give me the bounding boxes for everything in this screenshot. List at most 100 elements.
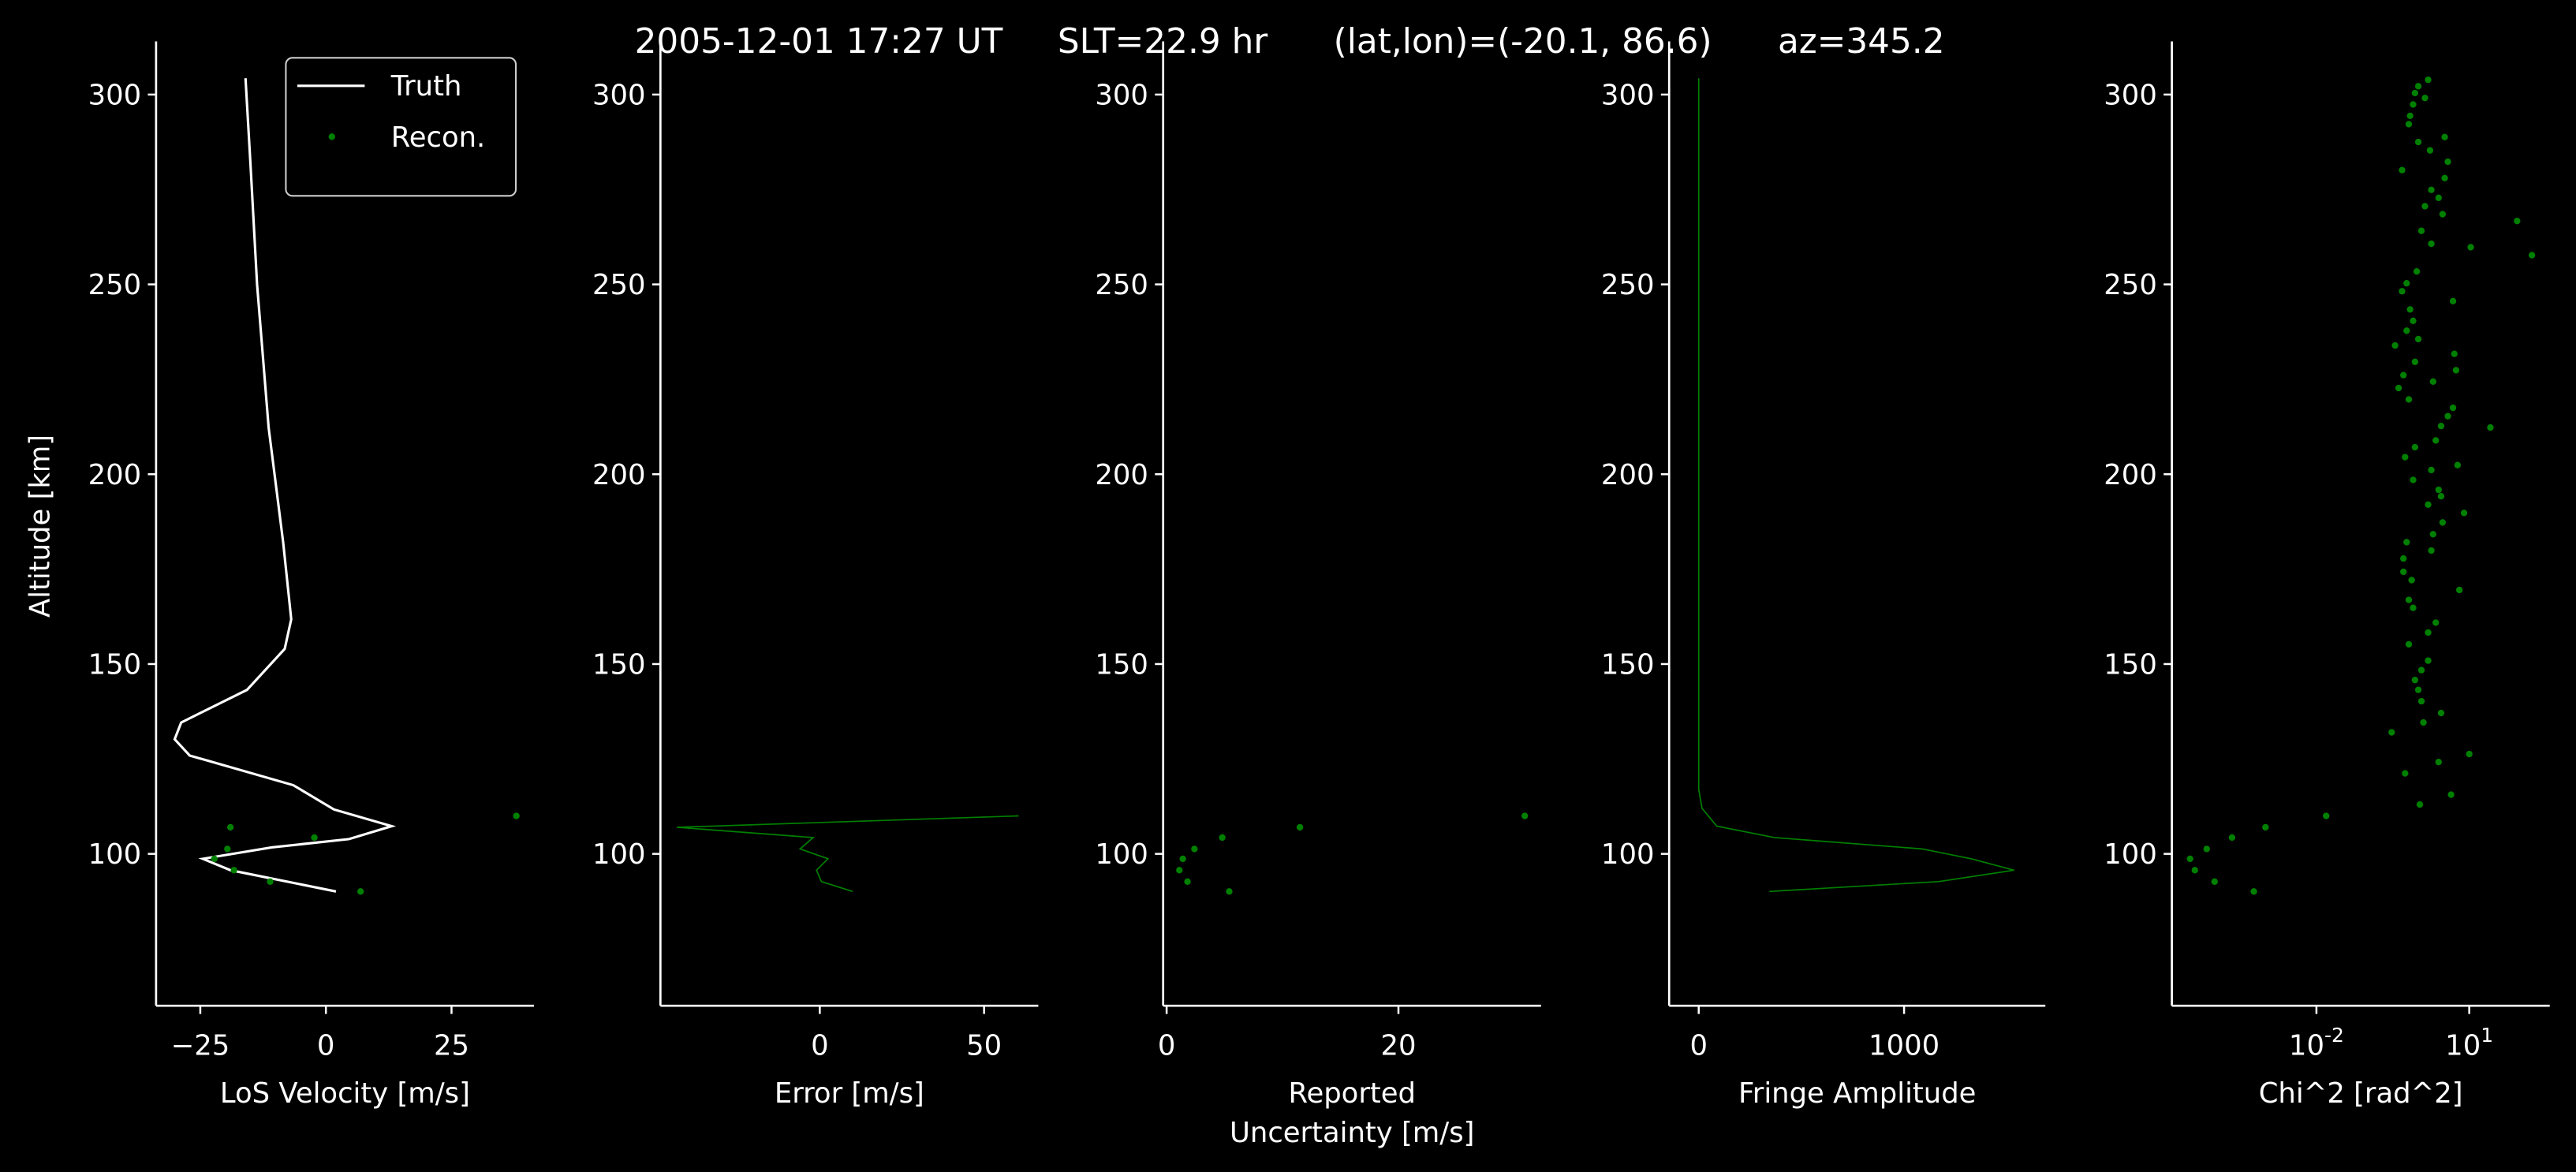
data-point [2417, 666, 2425, 674]
y-tick-label: 300 [1601, 79, 1655, 111]
data-point [2452, 367, 2460, 374]
y-tick-label: 150 [1095, 648, 1148, 681]
data-point [513, 812, 520, 819]
data-point [2428, 186, 2435, 193]
series-line [1697, 78, 2014, 893]
data-point [2528, 252, 2536, 259]
data-point [2403, 539, 2410, 546]
y-tick-label: 200 [1095, 459, 1148, 491]
x-tick-label: 50 [966, 1030, 1002, 1062]
data-point [2406, 306, 2414, 313]
data-point [2402, 453, 2409, 461]
x-tick-label: 20 [1380, 1030, 1416, 1062]
data-point [2435, 758, 2442, 766]
data-point [2323, 812, 2330, 819]
data-point [2441, 174, 2448, 181]
data-point [2405, 121, 2413, 128]
data-point [267, 878, 274, 885]
data-point [2400, 568, 2407, 576]
x-tick-label: 0 [1689, 1030, 1708, 1062]
data-point [2441, 133, 2448, 140]
data-point [2416, 801, 2424, 808]
y-axis-label: Altitude [km] [24, 435, 56, 618]
data-point [2414, 335, 2422, 343]
data-point [2435, 486, 2442, 494]
series-line [173, 78, 397, 893]
data-point [2439, 519, 2447, 526]
data-point [2410, 476, 2417, 483]
data-point [2411, 443, 2419, 451]
y-tick-label: 100 [2104, 838, 2157, 871]
data-point [2444, 158, 2451, 166]
data-point [2408, 577, 2415, 584]
data-point [2467, 244, 2474, 251]
y-tick-label: 250 [1601, 269, 1655, 301]
data-point [226, 823, 234, 831]
data-point [2466, 750, 2473, 758]
data-point [2262, 823, 2269, 831]
data-point [2420, 719, 2427, 726]
data-point [2460, 509, 2468, 517]
data-point [2435, 194, 2442, 202]
data-point [2439, 211, 2447, 218]
data-point [2391, 342, 2399, 349]
panel: 100 150 200 250 300 −25 0 25 LoS Velocity [m/s] A… [24, 41, 534, 1110]
data-point [1176, 867, 1183, 874]
y-tick-label: 100 [592, 838, 646, 871]
y-tick-label: 250 [88, 269, 142, 301]
data-point [2429, 531, 2436, 538]
y-tick-label: 250 [2104, 269, 2157, 301]
data-point [2403, 279, 2410, 287]
data-point [2402, 770, 2409, 777]
y-tick-label: 150 [2104, 648, 2157, 681]
x-axis-label: Chi^2 [rad^2] [2259, 1077, 2463, 1110]
data-point [2411, 89, 2419, 97]
panel: 100 150 200 250 300 10-2 101 Chi^2 [rad^2] [2104, 41, 2550, 1110]
data-point [2425, 629, 2432, 636]
y-tick-label: 250 [592, 269, 646, 301]
data-point [230, 867, 237, 874]
data-point [1179, 855, 1186, 863]
x-tick-label: 0 [317, 1030, 335, 1062]
y-tick-label: 200 [2104, 459, 2157, 491]
data-point [2405, 596, 2413, 603]
x-tick-label: 101 [2445, 1024, 2493, 1062]
legend-box [285, 57, 517, 197]
data-point [2191, 867, 2198, 874]
data-point [2410, 101, 2417, 108]
data-point [2421, 95, 2429, 102]
data-point [311, 834, 318, 842]
data-point [2211, 878, 2218, 885]
data-point [2414, 83, 2422, 90]
y-tick-label: 200 [592, 459, 646, 491]
data-point [2395, 384, 2402, 392]
y-tick-label: 300 [2104, 79, 2157, 111]
data-point [2432, 437, 2440, 444]
data-point [2449, 404, 2457, 412]
x-axis-label: Error [m/s] [775, 1077, 924, 1110]
figure-title: 2005-12-01 17:27 UT SLT=22.9 hr (lat,lon… [635, 21, 1945, 62]
data-point [2406, 112, 2414, 120]
x-axis-label: Fringe Amplitude [1738, 1077, 1976, 1110]
data-point [2399, 166, 2406, 174]
y-tick-label: 100 [1095, 838, 1148, 871]
data-point [2400, 554, 2407, 562]
series-line [677, 815, 1019, 893]
legend-label: Truth [390, 70, 462, 103]
data-point [211, 855, 218, 863]
data-point [2250, 888, 2257, 895]
data-point [2428, 466, 2435, 474]
data-point [1226, 888, 1233, 895]
y-tick-label: 200 [1601, 459, 1655, 491]
data-point [2432, 619, 2440, 626]
x-axis-label: Reported Uncertainty [m/s] [1230, 1077, 1474, 1149]
y-tick-label: 150 [1601, 648, 1655, 681]
data-point [2414, 686, 2422, 693]
data-point [2388, 729, 2395, 736]
data-point [2425, 501, 2432, 508]
y-tick-label: 100 [1601, 838, 1655, 871]
y-tick-label: 300 [88, 79, 142, 111]
data-point [1296, 823, 1304, 831]
